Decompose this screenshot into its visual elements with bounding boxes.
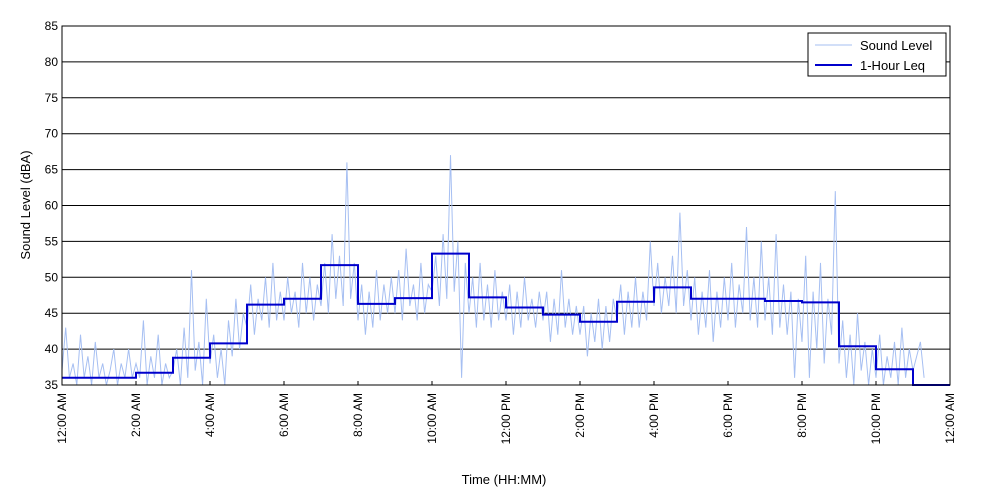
x-tick-label: 6:00 AM — [277, 393, 291, 437]
y-tick-label: 85 — [45, 19, 59, 33]
leq-series-layer — [62, 252, 950, 386]
y-tick-label: 50 — [45, 270, 59, 284]
x-tick-label: 8:00 PM — [795, 393, 809, 438]
legend-box — [807, 32, 947, 77]
y-tick-label: 75 — [45, 91, 59, 105]
x-tick-label: 12:00 AM — [943, 393, 957, 444]
x-tick-label: 12:00 AM — [55, 393, 69, 444]
x-tick-label: 4:00 PM — [647, 393, 661, 438]
y-tick-label: 45 — [45, 306, 59, 320]
x-tick-label: 8:00 AM — [351, 393, 365, 437]
y-tick-labels: 35 40 45 50 55 60 65 70 75 80 85 — [45, 19, 59, 392]
legend: Sound Level 1-Hour Leq — [807, 32, 947, 77]
sound-level-series-layer — [61, 155, 925, 386]
x-tick-label: 4:00 AM — [203, 393, 217, 437]
x-axis-label: Time (HH:MM) — [462, 472, 547, 487]
legend-label-leq: 1-Hour Leq — [860, 58, 925, 73]
y-tick-label: 35 — [45, 378, 59, 392]
y-tick-label: 80 — [45, 55, 59, 69]
y-tick-label: 40 — [45, 342, 59, 356]
x-tick-label: 6:00 PM — [721, 393, 735, 438]
legend-label-sound-level: Sound Level — [860, 38, 932, 53]
y-tick-label: 55 — [45, 234, 59, 248]
y-tick-label: 60 — [45, 199, 59, 213]
leq-series — [62, 252, 950, 386]
x-tick-label: 12:00 PM — [499, 393, 513, 444]
sound-level-series — [61, 155, 925, 386]
x-tick-label: 2:00 AM — [129, 393, 143, 437]
x-tick-label: 10:00 AM — [425, 393, 439, 444]
x-tick-label: 10:00 PM — [869, 393, 883, 444]
x-tick-label: 2:00 PM — [573, 393, 587, 438]
y-axis-label: Sound Level (dBA) — [18, 150, 33, 259]
y-tick-label: 70 — [45, 127, 59, 141]
y-tick-label: 65 — [45, 163, 59, 177]
x-tick-labels: 12:00 AM 2:00 AM 4:00 AM 6:00 AM 8:00 AM 10:0… — [55, 381, 957, 444]
